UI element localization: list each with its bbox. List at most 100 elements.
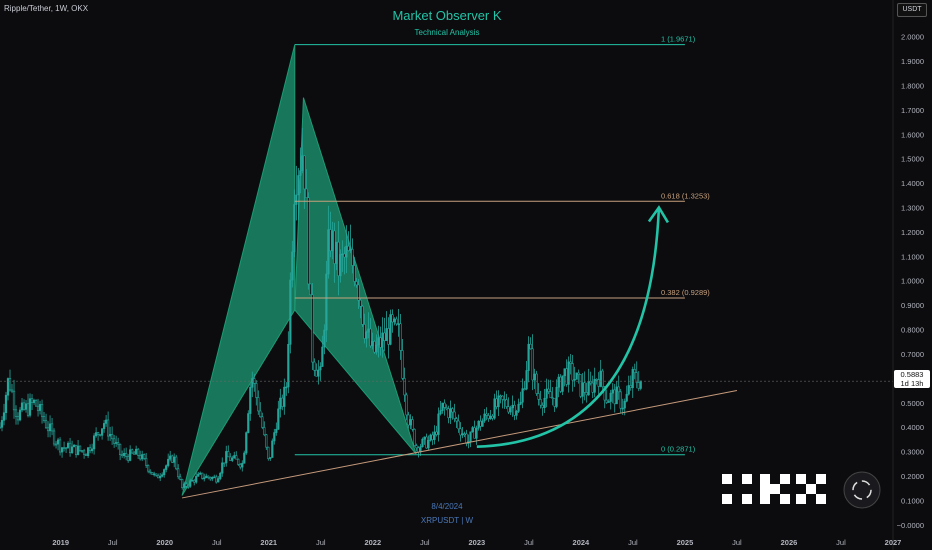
currency-unit-button[interactable]: USDT — [897, 3, 927, 17]
candle-body — [429, 434, 432, 441]
candle — [275, 422, 278, 436]
candle-body — [0, 426, 2, 429]
candle — [26, 393, 30, 418]
candle — [547, 379, 550, 395]
candle — [127, 454, 130, 463]
candle — [8, 369, 12, 392]
candle-body — [357, 284, 360, 301]
candle — [169, 450, 172, 462]
candle-body — [215, 476, 218, 483]
candle-body — [425, 436, 428, 449]
candle-body — [493, 398, 496, 419]
candle-body — [619, 391, 622, 409]
candle — [267, 446, 270, 461]
candle-body — [221, 462, 224, 474]
candle — [569, 353, 572, 375]
candle — [309, 283, 312, 296]
candle — [123, 448, 126, 459]
candle-body — [84, 453, 88, 457]
candle — [435, 425, 438, 437]
y-tick-label: 1.6000 — [901, 130, 924, 139]
candle — [371, 332, 374, 350]
candle — [129, 445, 132, 462]
candle — [107, 411, 110, 441]
candle — [105, 415, 108, 427]
candle-body — [509, 407, 512, 413]
candle — [28, 393, 32, 418]
candle — [611, 383, 614, 404]
candle-body — [315, 369, 318, 377]
candle-body — [64, 447, 68, 450]
candle — [449, 400, 452, 425]
candle-body — [171, 455, 174, 463]
candle — [403, 367, 406, 402]
candle — [597, 372, 600, 396]
candle — [405, 392, 408, 421]
x-tick-label: Jul — [316, 538, 326, 547]
candle — [505, 393, 508, 409]
candle-body — [179, 476, 182, 480]
candle — [211, 476, 214, 482]
candle-body — [345, 245, 348, 258]
candle — [141, 450, 144, 462]
candle-body — [311, 294, 314, 363]
candle — [445, 404, 448, 411]
candle — [12, 379, 16, 419]
candle — [535, 370, 538, 396]
y-tick-label: 0.8000 — [901, 326, 924, 335]
candle — [89, 444, 92, 454]
candle-body — [529, 343, 532, 350]
candle — [441, 402, 444, 414]
candle-body — [241, 462, 244, 468]
y-tick-label: 0.2000 — [901, 472, 924, 481]
x-tick-label: Jul — [628, 538, 638, 547]
candle — [173, 453, 176, 468]
candle — [301, 127, 304, 174]
candle-body — [181, 479, 184, 488]
candle — [513, 400, 516, 421]
candle — [461, 426, 464, 439]
candle-body — [415, 445, 418, 449]
candle-body — [159, 475, 162, 479]
candle-body — [117, 442, 120, 445]
candle-body — [225, 451, 228, 464]
candle — [487, 413, 490, 422]
candle-body — [369, 328, 372, 347]
candle — [221, 457, 224, 477]
candle — [497, 390, 500, 416]
candle-body — [373, 341, 376, 353]
candle-body — [245, 432, 248, 454]
candle — [615, 381, 618, 405]
candle — [24, 399, 28, 413]
candle-body — [421, 438, 424, 447]
candle — [591, 375, 594, 399]
candle — [411, 416, 414, 432]
x-axis[interactable]: 2019 Jul 2020 Jul 2021 Jul 2022 Jul 2023 Jul 2024 J… — [52, 538, 901, 547]
candle-body — [131, 449, 134, 454]
last-price-badge: 0.5883 1d 13h — [894, 370, 930, 388]
candle — [625, 385, 628, 403]
candle — [383, 317, 386, 352]
candle-body — [623, 400, 626, 409]
candle — [251, 371, 254, 398]
candle — [477, 420, 480, 431]
candle-body — [453, 411, 456, 419]
candle-body — [401, 350, 404, 379]
candle — [171, 454, 174, 464]
candle — [317, 360, 320, 385]
camera-icon[interactable] — [843, 471, 881, 509]
candle-body — [109, 433, 112, 437]
candle-body — [577, 372, 580, 375]
candle-body — [89, 447, 92, 452]
candle — [113, 434, 116, 448]
candle — [223, 462, 226, 468]
watermark-date: 8/4/2024 — [431, 502, 463, 511]
candle — [257, 390, 260, 415]
candle — [289, 272, 292, 354]
candle — [175, 454, 178, 471]
candle — [145, 452, 148, 468]
candle — [84, 453, 88, 457]
candle-body — [445, 407, 448, 410]
candle — [519, 391, 522, 406]
